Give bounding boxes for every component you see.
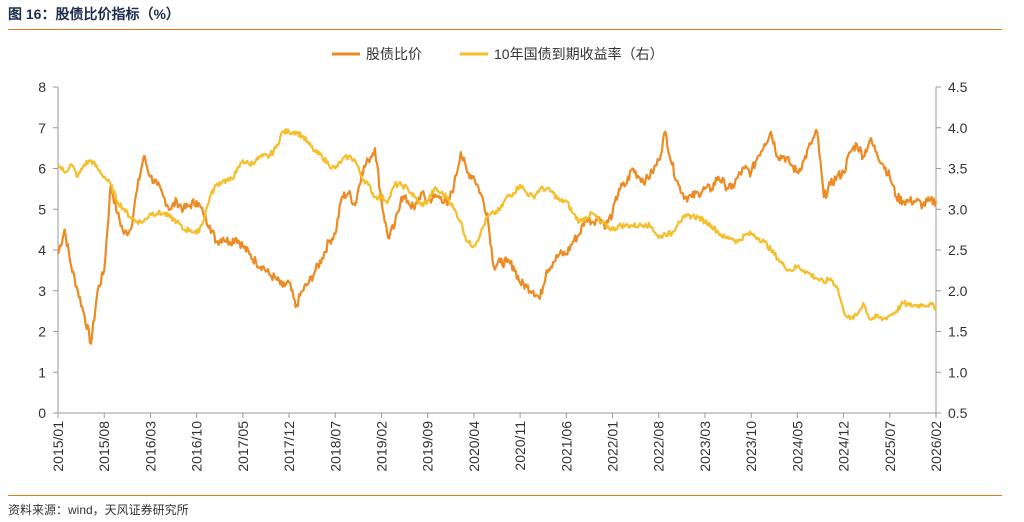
legend-label-10y-yield: 10年国债到期收益率（右） xyxy=(494,46,664,62)
source-note: 资料来源：wind，天风证券研究所 xyxy=(8,503,189,517)
x-tick-label: 2023/10 xyxy=(743,421,759,472)
title-rule xyxy=(8,29,1002,30)
x-tick-label: 2017/12 xyxy=(281,421,297,472)
x-tick-label: 2019/09 xyxy=(420,421,436,472)
x-tick-label: 2025/07 xyxy=(882,421,898,472)
figure-title: 图 16：股债比价指标（%） xyxy=(8,6,180,22)
x-tick-label: 2021/06 xyxy=(558,421,574,472)
x-tick-label: 2020/04 xyxy=(466,421,482,472)
right-y-tick-label: 1.0 xyxy=(948,364,968,380)
left-y-tick-label: 8 xyxy=(38,79,46,95)
right-y-tick-label: 3.5 xyxy=(948,161,968,177)
left-y-tick-label: 3 xyxy=(38,283,46,299)
left-y-tick-label: 2 xyxy=(38,324,46,340)
x-tick-label: 2024/05 xyxy=(789,421,805,472)
x-tick-label: 2016/10 xyxy=(189,421,205,472)
left-y-tick-label: 6 xyxy=(38,161,46,177)
x-tick-label: 2016/03 xyxy=(142,421,158,472)
x-tick-label: 2024/12 xyxy=(836,421,852,472)
x-tick-label: 2015/01 xyxy=(50,421,66,472)
right-y-tick-label: 3.0 xyxy=(948,201,968,217)
left-y-tick-label: 1 xyxy=(38,364,46,380)
series-line-stock-bond-ratio xyxy=(56,128,938,345)
right-y-tick-label: 4.5 xyxy=(948,79,968,95)
source-rule xyxy=(8,495,1002,496)
right-y-tick-label: 0.5 xyxy=(948,405,968,421)
left-y-tick-label: 5 xyxy=(38,201,46,217)
left-y-tick-label: 7 xyxy=(38,120,46,136)
x-tick-label: 2015/08 xyxy=(96,421,112,472)
right-y-tick-label: 2.0 xyxy=(948,283,968,299)
x-tick-label: 2022/01 xyxy=(605,421,621,472)
series-line-10y-yield xyxy=(57,128,937,322)
x-tick-label: 2022/08 xyxy=(651,421,667,472)
legend-label-stock-bond-ratio: 股债比价 xyxy=(366,46,422,62)
left-y-tick-label: 4 xyxy=(38,242,46,258)
x-tick-label: 2023/03 xyxy=(697,421,713,472)
right-y-tick-label: 2.5 xyxy=(948,242,968,258)
x-tick-label: 2026/02 xyxy=(928,421,944,472)
x-tick-label: 2018/07 xyxy=(327,421,343,472)
right-y-tick-label: 4.0 xyxy=(948,120,968,136)
x-tick-label: 2020/11 xyxy=(512,421,528,471)
x-tick-label: 2019/02 xyxy=(373,421,389,472)
x-tick-label: 2017/05 xyxy=(235,421,251,472)
right-y-tick-label: 1.5 xyxy=(948,324,968,340)
left-y-tick-label: 0 xyxy=(38,405,46,421)
